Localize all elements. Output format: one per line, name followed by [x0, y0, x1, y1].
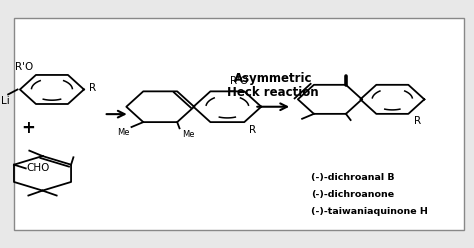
Text: CHO: CHO: [27, 163, 50, 173]
Text: R: R: [89, 83, 96, 93]
Text: +: +: [21, 119, 36, 137]
Text: R: R: [414, 116, 421, 126]
Text: R'O: R'O: [230, 76, 249, 86]
Text: Me: Me: [182, 129, 194, 139]
Text: (-)-taiwaniaquinone H: (-)-taiwaniaquinone H: [311, 207, 428, 216]
Text: R'O: R'O: [15, 62, 34, 72]
FancyBboxPatch shape: [14, 18, 464, 230]
Text: R: R: [249, 124, 256, 135]
Text: Heck reaction: Heck reaction: [228, 86, 319, 99]
Text: Li: Li: [1, 96, 10, 106]
Text: Asymmetric: Asymmetric: [234, 71, 312, 85]
Text: Me: Me: [117, 128, 129, 137]
Text: (-)-dichroanal B: (-)-dichroanal B: [311, 173, 394, 182]
Text: (-)-dichroanone: (-)-dichroanone: [311, 190, 394, 199]
